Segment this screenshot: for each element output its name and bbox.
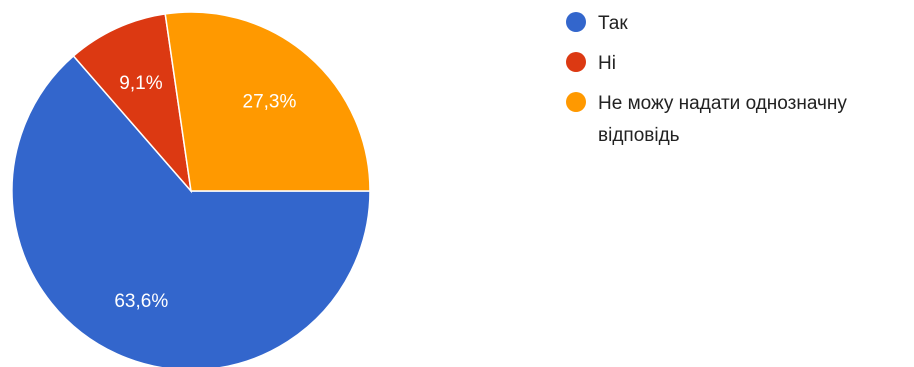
legend-swatch [566,12,586,32]
pie-slices [11,11,371,367]
legend-item-tak: Так [566,12,628,34]
slice-tak [11,54,371,367]
legend-swatch [566,52,586,72]
slice-ni [72,13,193,194]
legend-item-ne-mozhu: Не можу надати однозначну відповідь [566,92,847,146]
slice-label-ne-mozhu: 27,3% [243,91,297,112]
legend-label: відповідь [598,125,680,146]
slice-label-tak: 63,6% [114,291,168,312]
legend-label: Не можу надати однозначну [598,93,847,114]
legend-item-ni: Ні [566,52,616,74]
slice-ne-mozhu [164,11,371,192]
legend-swatch [566,92,586,112]
pie-slice-labels: 63,6% 9,1% 27,3% [114,73,296,312]
legend: Так Ні Не можу надати однозначну відповідь [566,12,847,146]
slice-label-ni: 9,1% [119,73,162,94]
legend-label: Ні [598,53,616,74]
legend-label: Так [598,13,628,34]
